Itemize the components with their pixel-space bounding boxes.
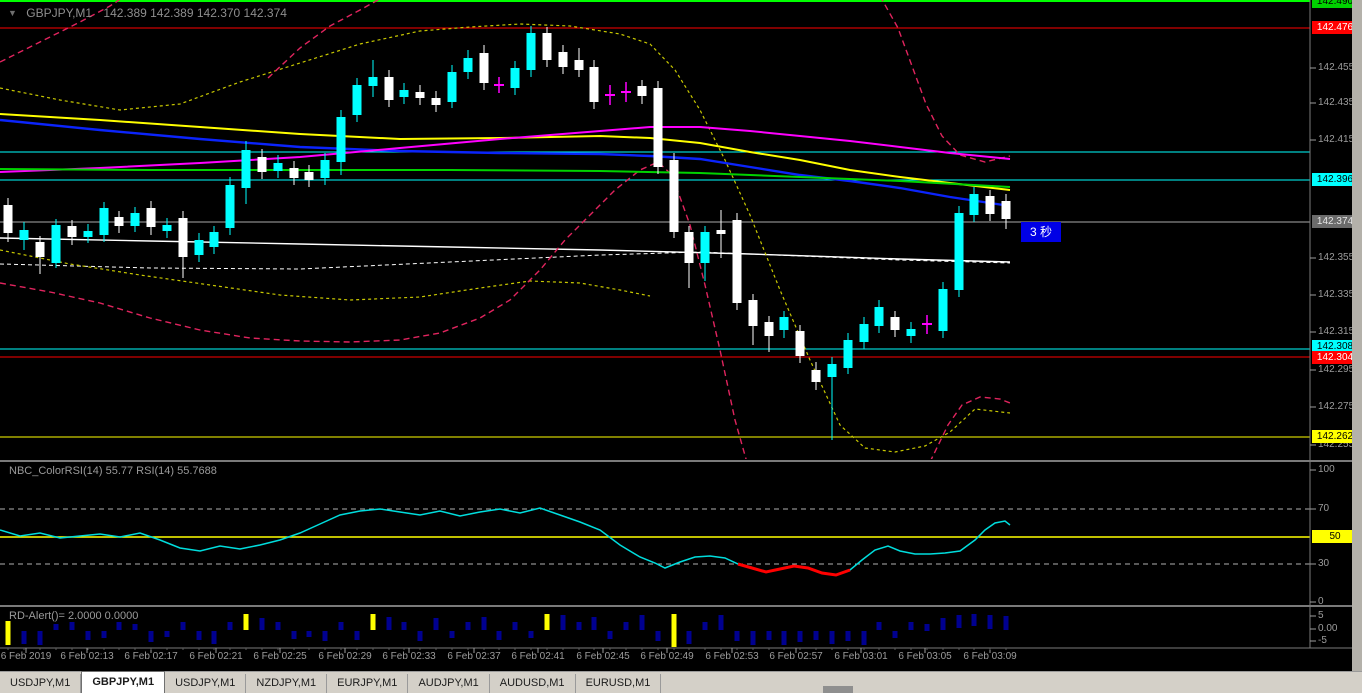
candle-countdown-label: 3 秒: [1021, 222, 1062, 242]
time-tick-label: 6 Feb 02:37: [447, 651, 501, 662]
main-chart-canvas[interactable]: [0, 0, 1362, 671]
price-badge: 142.476: [1312, 21, 1358, 34]
chart-dropdown-icon[interactable]: ▼: [8, 8, 17, 18]
tab-gbpjpy-m1[interactable]: GBPJPY,M1: [81, 671, 166, 693]
time-tick-label: 6 Feb 02:33: [382, 651, 436, 662]
time-tick-label: 6 Feb 02:45: [576, 651, 630, 662]
window-edge-strip: [1352, 0, 1362, 671]
axis-tick-label: 142.355: [1318, 252, 1355, 263]
tab-nzdjpy-m1[interactable]: NZDJPY,M1: [246, 674, 328, 693]
axis-tick-label: 142.435: [1318, 97, 1355, 108]
time-tick-label: 6 Feb 02:53: [705, 651, 759, 662]
tab-usdjpy-m1[interactable]: USDJPY,M1: [165, 674, 247, 693]
time-tick-label: 6 Feb 2019: [0, 651, 52, 662]
chart-symbol-period: GBPJPY,M1: [26, 6, 93, 20]
tab-audjpy-m1[interactable]: AUDJPY,M1: [408, 674, 490, 693]
axis-tick-label: 142.335: [1318, 289, 1355, 300]
time-tick-label: 6 Feb 02:21: [189, 651, 243, 662]
time-tick-label: 6 Feb 02:57: [769, 651, 823, 662]
tab-eurusd-m1[interactable]: EURUSD,M1: [576, 674, 662, 693]
price-badge: 142.490: [1312, 0, 1358, 8]
time-tick-label: 6 Feb 02:41: [511, 651, 565, 662]
price-badge: 142.308: [1312, 340, 1358, 353]
time-tick-label: 6 Feb 02:17: [124, 651, 178, 662]
time-tick-label: 6 Feb 02:13: [60, 651, 114, 662]
chart-title: ▼ GBPJPY,M1 142.389 142.389 142.370 142.…: [8, 6, 287, 20]
tab-usdjpy-m1[interactable]: USDJPY,M1: [0, 674, 82, 693]
time-tick-label: 6 Feb 03:01: [834, 651, 888, 662]
axis-tick-label: 30: [1318, 558, 1330, 569]
axis-tick-label: 142.455: [1318, 62, 1355, 73]
time-tick-label: 6 Feb 03:09: [963, 651, 1017, 662]
axis-tick-label: 70: [1318, 503, 1330, 514]
chart-ohlc-quotes: 142.389 142.389 142.370 142.374: [103, 6, 287, 20]
time-tick-label: 6 Feb 02:25: [253, 651, 307, 662]
time-axis[interactable]: 6 Feb 2019 6 Feb 02:13 6 Feb 02:17 6 Feb 02…: [0, 648, 1310, 670]
taskbar-fragment: [823, 686, 853, 693]
axis-tick-label: -5: [1318, 635, 1327, 646]
time-tick-label: 6 Feb 03:05: [898, 651, 952, 662]
tab-audusd-m1[interactable]: AUDUSD,M1: [490, 674, 576, 693]
axis-tick-label: 142.255: [1318, 439, 1355, 450]
price-badge: 142.396: [1312, 173, 1358, 186]
axis-tick-label: 0.00: [1318, 623, 1338, 634]
rsi-indicator-label: NBC_ColorRSI(14) 55.77 RSI(14) 55.7688: [9, 465, 217, 477]
axis-tick-label: 0: [1318, 596, 1324, 607]
axis-tick-label: 5: [1318, 610, 1324, 621]
tab-eurjpy-m1[interactable]: EURJPY,M1: [327, 674, 409, 693]
price-badge: 142.374: [1312, 215, 1358, 228]
chart-tab-bar: USDJPY,M1 GBPJPY,M1 USDJPY,M1 NZDJPY,M1 EURJ…: [0, 671, 1362, 693]
price-badge: 142.304: [1312, 351, 1358, 364]
axis-tick-label: 100: [1318, 464, 1335, 475]
price-badge: 142.262: [1312, 430, 1358, 443]
rd-alert-indicator-label: RD-Alert()= 2.0000 0.0000: [9, 610, 139, 622]
price-badge: 50: [1312, 530, 1358, 543]
time-tick-label: 6 Feb 02:49: [640, 651, 694, 662]
price-axis[interactable]: 142.455 142.435 142.415 142.355 142.335 142.3…: [1310, 0, 1358, 648]
axis-tick-label: 142.415: [1318, 134, 1355, 145]
axis-tick-label: 142.275: [1318, 401, 1355, 412]
time-tick-label: 6 Feb 02:29: [318, 651, 372, 662]
axis-tick-label: 142.295: [1318, 364, 1355, 375]
axis-tick-label: 142.315: [1318, 326, 1355, 337]
